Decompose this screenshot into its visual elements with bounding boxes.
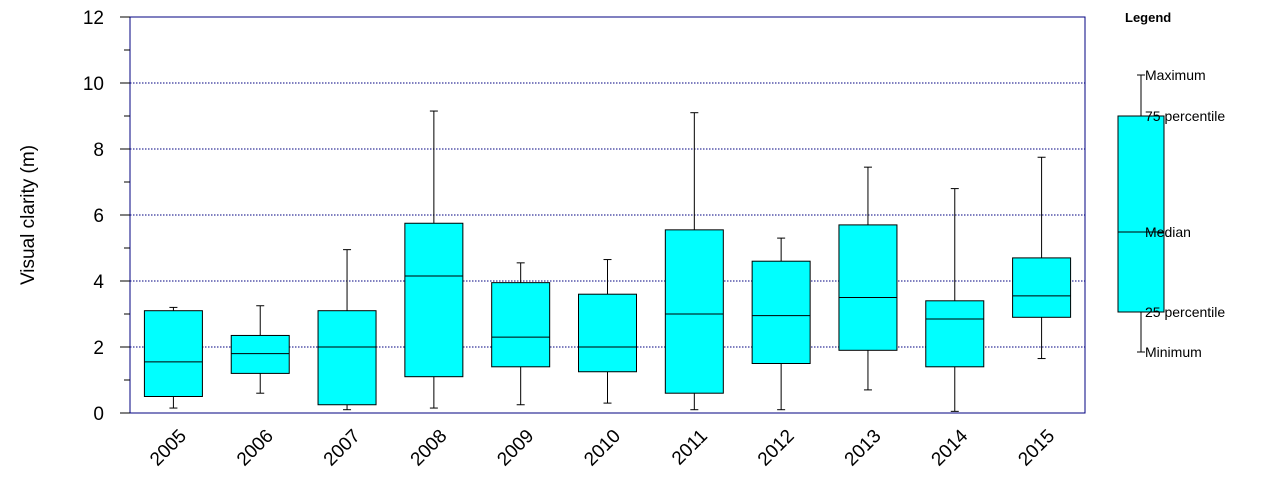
y-tick-label: 4	[93, 272, 104, 293]
legend-label-q1: 25 percentile	[1145, 304, 1225, 320]
box-iqr	[317, 310, 377, 406]
y-axis: 0 2 4 6 8 10 12	[83, 8, 130, 425]
x-tick-label: 2007	[320, 426, 365, 471]
legend-box	[1117, 115, 1165, 313]
x-tick-label: 2006	[233, 426, 278, 471]
legend-label-min: Minimum	[1145, 344, 1202, 360]
y-tick-label: 2	[93, 338, 104, 359]
x-axis: 2005 2006 2007 2008 2009 2010 2011 2012 2013 2014…	[146, 425, 1059, 470]
x-tick-label: 2012	[754, 426, 799, 471]
box-iqr	[664, 229, 724, 394]
box-iqr	[838, 224, 898, 351]
box-series	[143, 110, 1072, 412]
box-iqr	[925, 300, 985, 368]
y-tick-label: 8	[93, 140, 104, 161]
legend-title: Legend	[1125, 10, 1171, 25]
box-iqr	[578, 293, 637, 373]
box-2007	[317, 249, 377, 411]
box-2012	[751, 237, 811, 411]
x-tick-label: 2010	[580, 426, 625, 471]
y-tick-label: 6	[93, 206, 104, 227]
legend: Legend Maximum 75 percentile Median 25 perc…	[1117, 10, 1225, 360]
x-tick-label: 2005	[146, 426, 191, 471]
box-iqr	[143, 310, 203, 398]
box-2014	[925, 188, 985, 412]
legend-label-median: Median	[1145, 224, 1191, 240]
x-tick-label: 2008	[407, 426, 452, 471]
x-tick-label: 2011	[668, 426, 712, 470]
box-2010	[578, 259, 637, 404]
box-2013	[838, 166, 898, 391]
box-2005	[143, 306, 203, 409]
box-iqr	[491, 282, 551, 368]
box-2015	[1012, 156, 1072, 360]
x-tick-label: 2014	[928, 425, 973, 470]
box-iqr	[1012, 257, 1072, 318]
box-2008	[404, 110, 464, 409]
y-tick-label: 0	[93, 404, 104, 425]
y-tick-label: 12	[83, 8, 104, 29]
x-tick-label: 2013	[841, 426, 886, 471]
box-iqr	[404, 222, 464, 378]
legend-label-q3: 75 percentile	[1145, 108, 1225, 124]
legend-label-max: Maximum	[1145, 67, 1206, 83]
box-2011	[664, 112, 724, 411]
box-iqr	[230, 334, 290, 374]
x-tick-label: 2015	[1014, 426, 1059, 471]
x-tick-label: 2009	[493, 426, 538, 471]
box-2009	[491, 262, 551, 406]
box-2006	[230, 305, 290, 394]
y-axis-label: Visual clarity (m)	[18, 145, 39, 285]
box-iqr	[751, 260, 811, 365]
y-tick-label: 10	[83, 74, 104, 95]
